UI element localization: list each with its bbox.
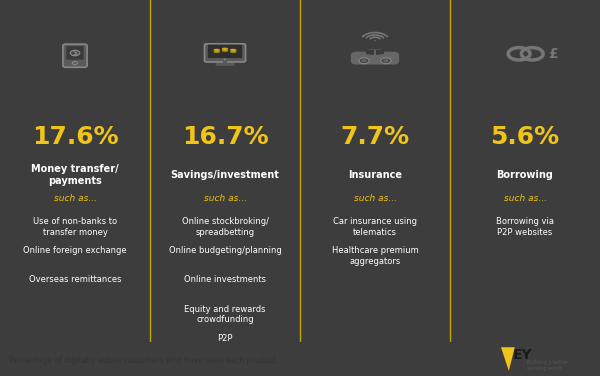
Text: $: $ [73, 50, 77, 56]
Text: Money transfer/
payments: Money transfer/ payments [31, 164, 119, 185]
Text: Overseas remittances: Overseas remittances [29, 276, 121, 284]
Text: EY: EY [513, 348, 533, 362]
Ellipse shape [222, 50, 228, 52]
Text: P2P: P2P [217, 334, 233, 343]
FancyBboxPatch shape [71, 46, 79, 48]
Text: £: £ [548, 47, 558, 61]
Text: Online investments: Online investments [184, 276, 266, 284]
Ellipse shape [222, 48, 228, 49]
Circle shape [374, 40, 376, 41]
Text: Online foreign exchange: Online foreign exchange [23, 246, 127, 255]
Ellipse shape [230, 52, 236, 53]
Text: Insurance: Insurance [348, 170, 402, 179]
Text: Building a better
working world: Building a better working world [527, 360, 568, 371]
Circle shape [381, 58, 391, 64]
Polygon shape [501, 347, 515, 371]
Ellipse shape [214, 49, 220, 50]
Circle shape [361, 59, 367, 62]
Text: Percentage of digitally active customers who have used each product.: Percentage of digitally active customers… [9, 356, 278, 365]
Bar [223, 61, 227, 64]
Ellipse shape [230, 49, 236, 50]
Text: Use of non-banks to
transfer money: Use of non-banks to transfer money [33, 217, 117, 237]
Text: Online budgeting/planning: Online budgeting/planning [169, 246, 281, 255]
Circle shape [224, 59, 226, 60]
Text: Borrowing: Borrowing [497, 170, 553, 179]
Text: Healthcare premium
aggregators: Healthcare premium aggregators [332, 246, 418, 266]
FancyBboxPatch shape [67, 46, 83, 60]
Text: 16.7%: 16.7% [182, 125, 268, 149]
Ellipse shape [214, 50, 220, 51]
Text: Online stockbroking/
spreadbetting: Online stockbroking/ spreadbetting [182, 217, 269, 237]
Polygon shape [364, 50, 386, 56]
Text: Equity and rewards
crowdfunding: Equity and rewards crowdfunding [184, 305, 266, 324]
Text: Borrowing via
P2P websites: Borrowing via P2P websites [496, 217, 554, 237]
Polygon shape [376, 50, 385, 55]
Text: 7.7%: 7.7% [340, 125, 410, 149]
FancyBboxPatch shape [215, 63, 235, 66]
Text: Car insurance using
telematics: Car insurance using telematics [333, 217, 417, 237]
Ellipse shape [230, 50, 236, 51]
Polygon shape [365, 50, 374, 55]
Text: 5.6%: 5.6% [490, 125, 560, 149]
Text: such as...: such as... [53, 194, 97, 203]
Text: such as...: such as... [353, 194, 397, 203]
Text: such as...: such as... [503, 194, 547, 203]
Text: Savings/investment: Savings/investment [170, 170, 280, 179]
Ellipse shape [214, 52, 220, 53]
Circle shape [359, 58, 369, 64]
Circle shape [383, 59, 389, 62]
Text: 17.6%: 17.6% [32, 125, 118, 149]
FancyBboxPatch shape [205, 44, 245, 62]
FancyBboxPatch shape [351, 52, 399, 65]
Ellipse shape [222, 49, 228, 50]
FancyBboxPatch shape [208, 45, 242, 58]
Text: such as...: such as... [203, 194, 247, 203]
FancyBboxPatch shape [63, 44, 87, 67]
